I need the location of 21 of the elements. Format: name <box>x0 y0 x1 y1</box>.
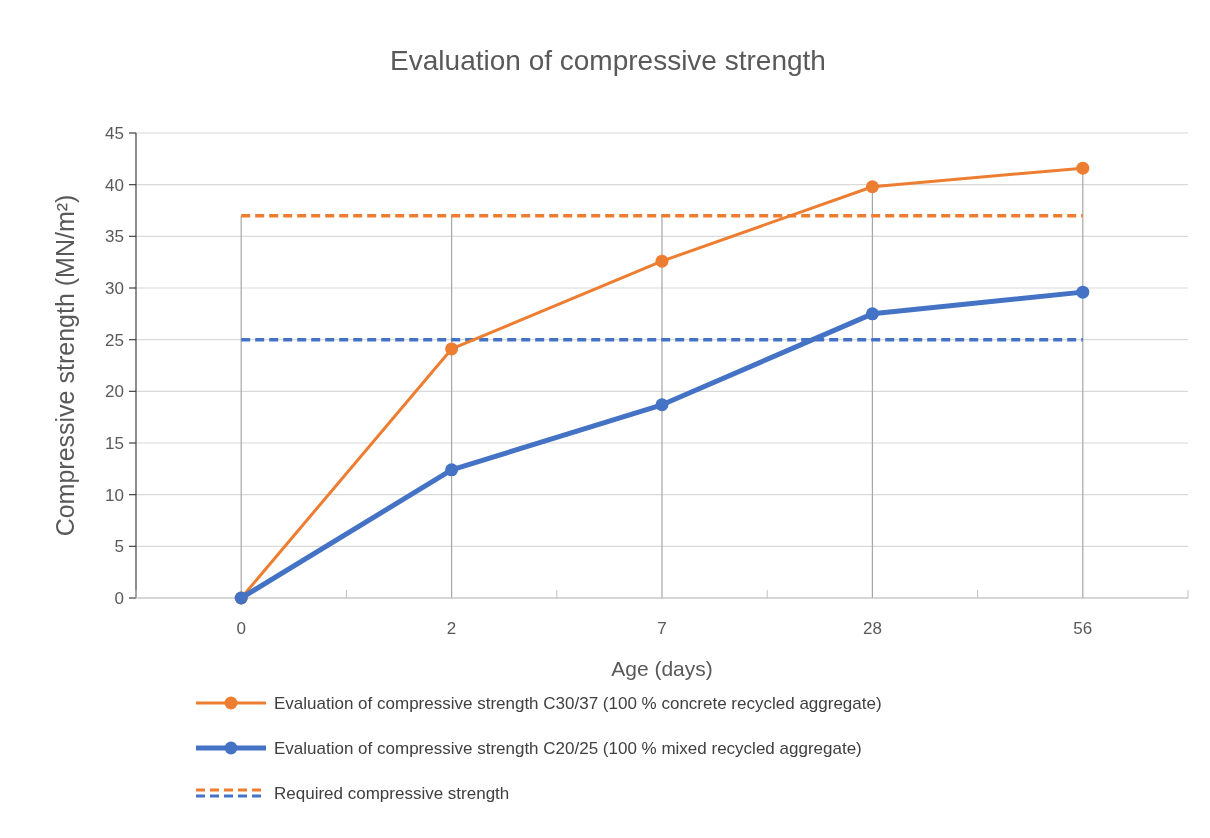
legend-label: Evaluation of compressive strength C30/37 (100 % concrete recycled aggregate) <box>274 693 882 713</box>
x-axis-title: Age (days) <box>611 657 713 680</box>
y-tick-label: 35 <box>105 227 124 247</box>
y-tick-label: 15 <box>105 433 124 453</box>
y-tick-label: 5 <box>114 537 124 557</box>
y-tick-label: 40 <box>105 175 124 195</box>
y-tick-label: 0 <box>114 588 124 608</box>
y-tick-label: 25 <box>105 330 124 350</box>
y-tick-label: 30 <box>105 278 124 298</box>
y-tick-label: 45 <box>105 123 124 143</box>
chart-title: Evaluation of compressive strength <box>390 45 826 76</box>
x-tick-label: 2 <box>446 619 457 638</box>
y-axis-title: Compressive strength (MN/m²) <box>51 194 79 537</box>
x-tick-label: 7 <box>657 619 667 638</box>
y-tick-label: 10 <box>105 485 124 505</box>
legend-label: Required compressive strength <box>274 783 510 803</box>
x-tick-label: 0 <box>236 619 246 638</box>
legend-label: Evaluation of compressive strength C20/25 (100 % mixed recycled aggregate) <box>274 738 862 758</box>
x-tick-label: 28 <box>862 619 882 638</box>
y-tick-label: 20 <box>105 382 124 402</box>
x-tick-label: 56 <box>1073 619 1093 638</box>
